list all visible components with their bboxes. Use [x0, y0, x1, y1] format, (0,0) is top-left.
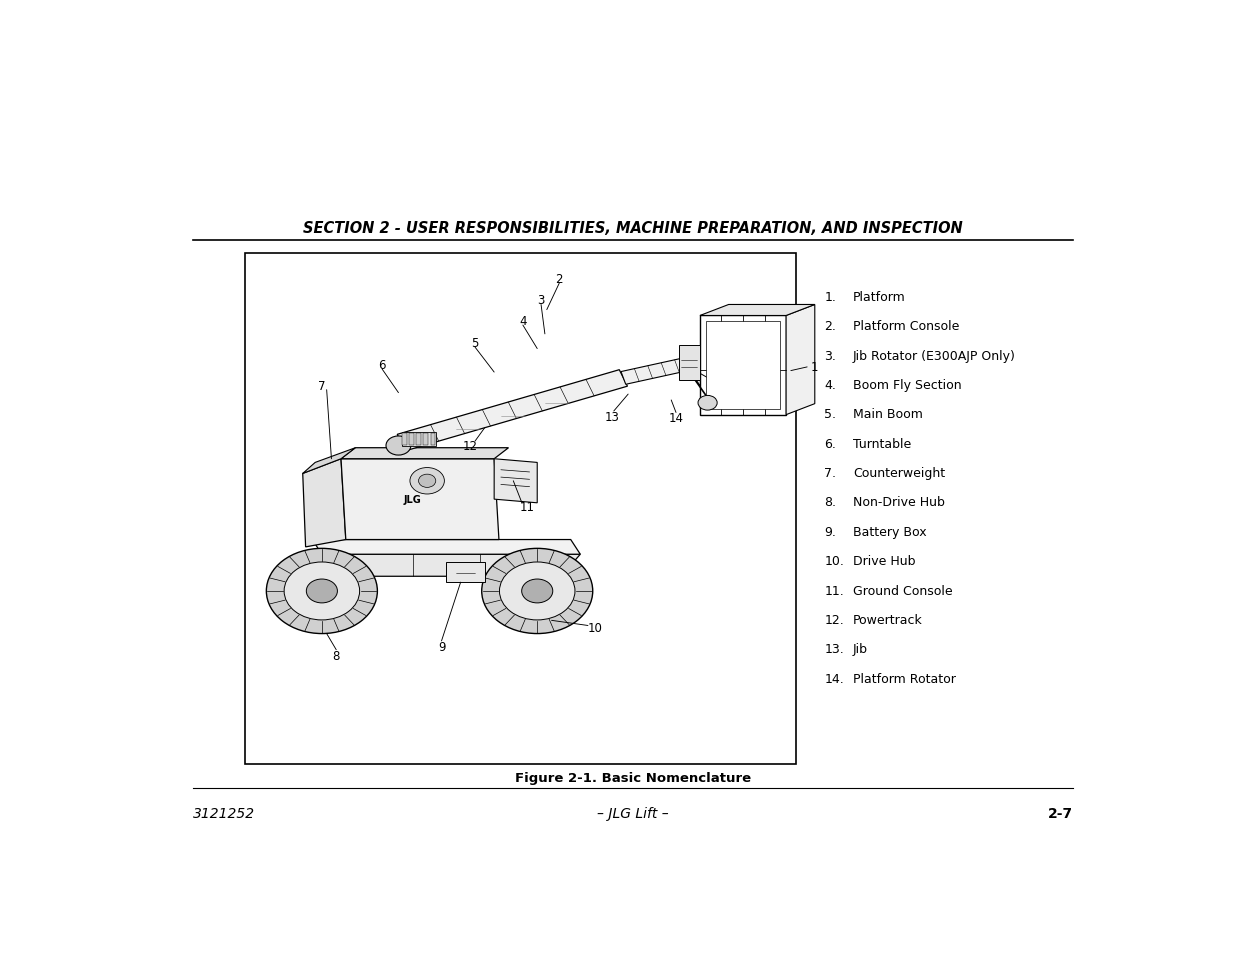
Polygon shape	[398, 371, 627, 452]
Text: Non-Drive Hub: Non-Drive Hub	[853, 496, 945, 509]
Text: 7: 7	[319, 379, 326, 393]
Circle shape	[410, 468, 445, 495]
Text: Platform Console: Platform Console	[853, 320, 960, 333]
Bar	[446, 562, 484, 582]
Text: 14: 14	[668, 412, 683, 425]
Text: 3121252: 3121252	[193, 806, 254, 820]
Bar	[424, 434, 429, 445]
Circle shape	[267, 549, 378, 634]
Polygon shape	[621, 357, 693, 385]
Polygon shape	[685, 362, 713, 390]
Polygon shape	[303, 448, 356, 474]
Text: JLG: JLG	[404, 495, 421, 504]
Text: Ground Console: Ground Console	[853, 584, 952, 597]
Bar	[246, 253, 795, 763]
Text: 13.: 13.	[825, 642, 844, 656]
Text: Jib: Jib	[853, 642, 868, 656]
Text: 1: 1	[811, 361, 819, 374]
Text: 12: 12	[463, 439, 478, 453]
Circle shape	[521, 579, 553, 603]
Text: 4.: 4.	[825, 378, 836, 392]
Circle shape	[698, 396, 718, 411]
Text: 2.: 2.	[825, 320, 836, 333]
Text: 14.: 14.	[825, 672, 844, 685]
Text: 11.: 11.	[825, 584, 844, 597]
Text: Main Boom: Main Boom	[853, 408, 923, 421]
Text: 2: 2	[556, 273, 563, 286]
Bar	[409, 434, 414, 445]
Circle shape	[306, 579, 337, 603]
Text: 7.: 7.	[825, 467, 836, 479]
Polygon shape	[494, 459, 537, 503]
Circle shape	[482, 549, 593, 634]
Text: 8.: 8.	[825, 496, 836, 509]
Circle shape	[284, 562, 359, 620]
Polygon shape	[341, 448, 509, 459]
Text: 10: 10	[587, 621, 603, 635]
Text: 5.: 5.	[825, 408, 836, 421]
Text: 10.: 10.	[825, 555, 845, 568]
Polygon shape	[679, 346, 700, 380]
Polygon shape	[312, 540, 580, 555]
Bar	[705, 322, 781, 410]
Polygon shape	[700, 305, 815, 316]
Text: 1.: 1.	[825, 291, 836, 303]
Bar	[401, 432, 436, 447]
Text: Platform Rotator: Platform Rotator	[853, 672, 956, 685]
Text: 3.: 3.	[825, 349, 836, 362]
Text: Drive Hub: Drive Hub	[853, 555, 915, 568]
Polygon shape	[341, 459, 499, 540]
Text: SECTION 2 - USER RESPONSIBILITIES, MACHINE PREPARATION, AND INSPECTION: SECTION 2 - USER RESPONSIBILITIES, MACHI…	[303, 220, 963, 235]
Circle shape	[419, 475, 436, 488]
Bar	[401, 434, 406, 445]
Text: Battery Box: Battery Box	[853, 525, 926, 538]
Polygon shape	[785, 305, 815, 416]
Circle shape	[387, 436, 411, 456]
Circle shape	[680, 356, 700, 372]
Text: 8: 8	[332, 649, 340, 662]
Text: 6: 6	[378, 359, 385, 372]
Text: Counterweight: Counterweight	[853, 467, 945, 479]
Text: 4: 4	[519, 314, 526, 328]
Circle shape	[499, 562, 576, 620]
Text: 13: 13	[604, 410, 619, 423]
Text: Turntable: Turntable	[853, 437, 911, 450]
Text: 2-7: 2-7	[1049, 806, 1073, 820]
Text: – JLG Lift –: – JLG Lift –	[597, 806, 669, 820]
Text: Boom Fly Section: Boom Fly Section	[853, 378, 962, 392]
Text: 3: 3	[537, 294, 545, 307]
Text: Platform: Platform	[853, 291, 905, 303]
Text: 12.: 12.	[825, 614, 844, 626]
Text: Powertrack: Powertrack	[853, 614, 923, 626]
Polygon shape	[303, 555, 580, 577]
Polygon shape	[303, 459, 346, 547]
Text: Figure 2-1. Basic Nomenclature: Figure 2-1. Basic Nomenclature	[515, 771, 751, 784]
Polygon shape	[700, 316, 785, 416]
Text: 9.: 9.	[825, 525, 836, 538]
Text: 9: 9	[437, 640, 446, 654]
Text: 5: 5	[472, 336, 479, 350]
Text: 6.: 6.	[825, 437, 836, 450]
Bar	[431, 434, 436, 445]
Bar	[416, 434, 421, 445]
Text: Jib Rotator (E300AJP Only): Jib Rotator (E300AJP Only)	[853, 349, 1016, 362]
Text: 11: 11	[520, 500, 535, 514]
